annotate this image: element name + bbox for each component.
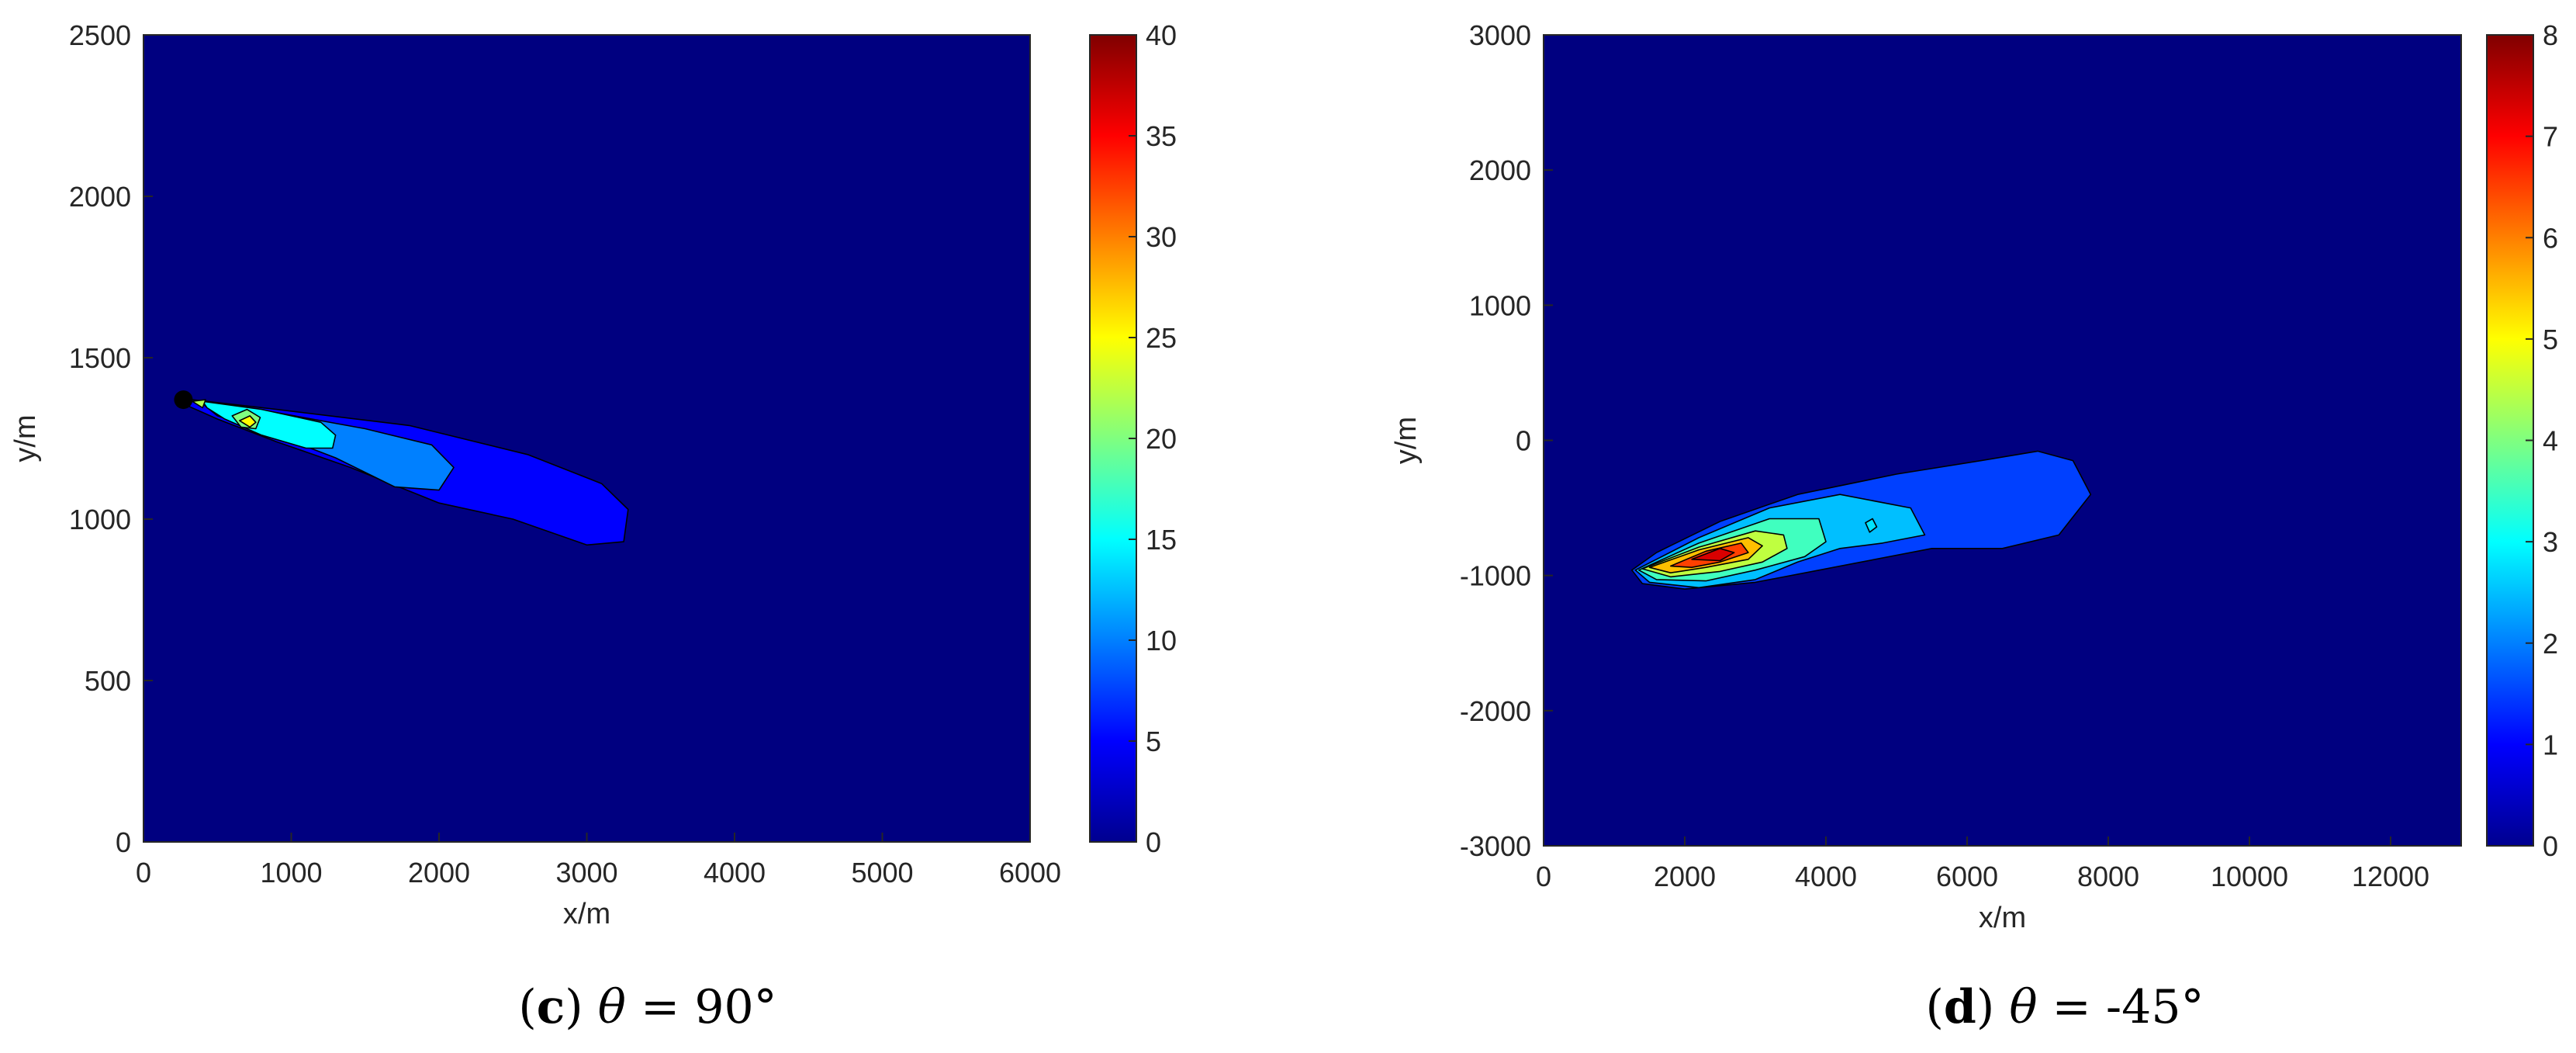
caption-paren-close: ) [565, 980, 597, 1034]
x-axis-label-c: x/m [563, 898, 610, 930]
y-tick-label: -2000 [1460, 695, 1531, 727]
x-tick-label: 3000 [555, 857, 617, 888]
caption-rest-c: = 90° [626, 980, 777, 1034]
colorbar-tick-label: 20 [1146, 423, 1177, 455]
caption-d: (d) θ = -45° [1925, 980, 2204, 1034]
colorbar-ticks-d: 0 1 2 3 4 5 6 7 8 [2526, 19, 2558, 862]
contour-regions-c [184, 399, 629, 546]
caption-letter-c: c [537, 980, 565, 1034]
x-tick-label: 5000 [851, 857, 913, 888]
colorbar-tick-label: 30 [1146, 221, 1177, 253]
y-tick-label: 1500 [69, 342, 131, 374]
y-tick-label: 0 [116, 826, 131, 858]
colorbar-tick-label: 40 [1146, 19, 1177, 51]
x-tick-label: 0 [1536, 861, 1551, 892]
source-marker-c [174, 390, 193, 410]
contour-region-6 [1691, 548, 1735, 562]
x-tick-label: 4000 [704, 857, 766, 888]
contour-region-2 [202, 400, 337, 449]
contour-region-4 [239, 415, 257, 428]
colorbar-ticks-c: 0 5 10 15 20 25 30 35 40 [1129, 19, 1177, 858]
x-axis-label-d: x/m [1979, 902, 2026, 934]
colorbar-tick-label: 15 [1146, 524, 1177, 556]
colorbar-tick-label: 35 [1146, 120, 1177, 152]
caption-paren-close: ) [1976, 980, 2009, 1034]
x-tick-label: 2000 [1654, 861, 1716, 892]
colorbar-tick-label: 3 [2543, 526, 2558, 558]
y-axis-label-c: y/m [9, 414, 42, 462]
caption-letter-d: d [1944, 980, 1976, 1034]
plot-area-d [1544, 35, 2461, 846]
x-tick-label: 1000 [260, 857, 322, 888]
y-ticks-c: 0 500 1000 1500 2000 2500 [69, 19, 153, 858]
colorbar-tick-label: 25 [1146, 322, 1177, 354]
colorbar-tick-label: 0 [1146, 826, 1161, 858]
y-axis-label-d: y/m [1390, 417, 1423, 464]
y-tick-label: 1000 [1469, 289, 1531, 321]
colorbar-tick-label: 5 [1146, 726, 1161, 757]
colorbar-tick-label: 8 [2543, 19, 2558, 51]
caption-symbol-c: θ [598, 980, 626, 1034]
y-tick-label: 2500 [69, 19, 131, 51]
contour-chart-d: 0 2000 4000 6000 8000 10000 12000 -3000-2000-1… [1390, 19, 2558, 1034]
caption-rest-d: = -45° [2037, 980, 2204, 1034]
colorbar-tick-label: 1 [2543, 729, 2558, 760]
y-tick-label: -3000 [1460, 830, 1531, 862]
caption-paren-open: ( [1925, 980, 1943, 1034]
contour-regions-d [1631, 450, 2092, 590]
contour-chart-c: 0 1000 2000 3000 4000 5000 6000 0 500 1000 1500 20… [9, 19, 1177, 1034]
y-tick-label: 500 [85, 665, 131, 697]
y-tick-label: 2000 [69, 181, 131, 213]
x-tick-label: 4000 [1795, 861, 1857, 892]
plot-frame [143, 34, 1031, 843]
contour-region-5 [192, 399, 206, 409]
x-tick-label: 8000 [2077, 861, 2139, 892]
colorbar-tick-label: 0 [2543, 830, 2558, 862]
colorbar-tick-label: 6 [2543, 222, 2558, 254]
contour-region-7 [1865, 518, 1878, 533]
x-ticks-d: 0 2000 4000 6000 8000 10000 12000 [1536, 837, 2429, 892]
x-tick-label: 6000 [1936, 861, 1998, 892]
y-tick-label: -1000 [1460, 560, 1531, 592]
caption-symbol-d: θ [2009, 980, 2037, 1034]
colorbar-tick-label: 5 [2543, 324, 2558, 355]
x-ticks-c: 0 1000 2000 3000 4000 5000 6000 [136, 833, 1061, 888]
x-tick-label: 12000 [2352, 861, 2429, 892]
x-tick-label: 2000 [408, 857, 470, 888]
caption-c: (c) θ = 90° [518, 980, 776, 1034]
colorbar-tick-label: 7 [2543, 121, 2558, 153]
colorbar-tick-label: 10 [1146, 625, 1177, 656]
x-tick-label: 10000 [2211, 861, 2288, 892]
colorbar-tick-label: 4 [2543, 425, 2558, 457]
y-tick-label: 1000 [69, 504, 131, 535]
plot-frame [1543, 34, 2462, 847]
caption-paren-open: ( [518, 980, 536, 1034]
x-tick-label: 6000 [999, 857, 1061, 888]
y-tick-label: 3000 [1469, 19, 1531, 51]
colorbar-tick-label: 2 [2543, 628, 2558, 660]
y-tick-label: 2000 [1469, 154, 1531, 186]
y-tick-label: 0 [1516, 425, 1531, 457]
y-ticks-d: -3000 -2000 -1000 0 1000 2000 3000 [1460, 19, 1553, 862]
source-point-marker [174, 390, 193, 410]
x-tick-label: 0 [136, 857, 151, 888]
